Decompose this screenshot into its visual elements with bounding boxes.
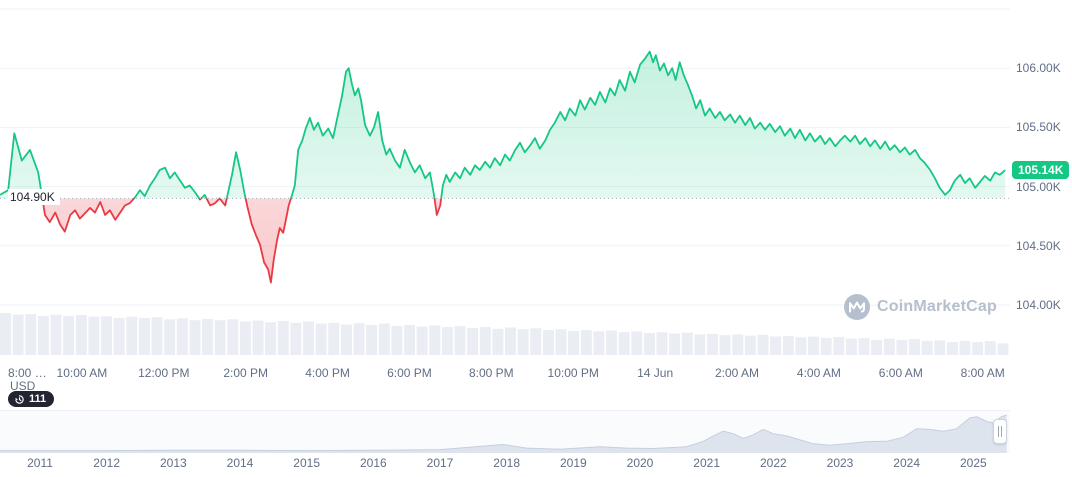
handle-grip-bar (998, 426, 999, 437)
y-axis-label: 104.00K (1016, 298, 1061, 312)
currency-toggle-button[interactable]: USD (10, 379, 36, 393)
handle-grip-bar (1001, 426, 1002, 437)
x-axis-label: 12:00 PM (138, 366, 190, 380)
x-axis-label: 6:00 AM (878, 366, 923, 380)
timeline-year-label[interactable]: 2022 (759, 456, 787, 470)
x-axis-label: 4:00 AM (796, 366, 841, 380)
x-axis-label: 8:00 AM (960, 366, 1005, 380)
history-icon (15, 394, 24, 404)
timeline-area (0, 415, 1007, 453)
timeline-year-label[interactable]: 2011 (27, 456, 53, 470)
history-count-badge[interactable]: 111 (8, 391, 55, 407)
time-axis: 8:00 … 10:00 AM 12:00 PM 2:00 PM 4:00 PM 6:00… (0, 366, 1010, 382)
timeline-year-label[interactable]: 2025 (959, 456, 987, 470)
price-area-negative (42, 198, 442, 283)
y-axis: 106.00K 105.50K 105.00K 104.50K 104.00K (1016, 0, 1072, 362)
timeline-year-label[interactable]: 2021 (693, 456, 721, 470)
timeline-year-label[interactable]: 2019 (559, 456, 587, 470)
x-axis-label: 2:00 PM (223, 366, 269, 380)
x-axis-label: 10:00 AM (56, 366, 108, 380)
price-area-positive (0, 51, 1006, 199)
timeline-year-label[interactable]: 2016 (359, 456, 387, 470)
x-axis-label: 2:00 AM (715, 366, 760, 380)
current-price-badge: 105.14K (1012, 161, 1070, 180)
y-axis-label: 105.00K (1016, 179, 1061, 194)
y-axis-label: 105.50K (1016, 120, 1061, 135)
timeline-year-label[interactable]: 2013 (159, 456, 187, 470)
x-axis-label: 14 Jun (637, 366, 674, 380)
timeline-sparkline (0, 414, 1007, 453)
y-axis-label: 106.00K (1016, 61, 1061, 76)
price-chart-canvas[interactable] (0, 0, 1010, 362)
coinmarketcap-watermark: CoinMarketCap (844, 294, 997, 320)
price-line-above-baseline (0, 50, 1006, 199)
timeline-year-label[interactable]: 2024 (893, 456, 921, 470)
timeline-range-selector[interactable] (0, 410, 1010, 453)
history-count: 111 (29, 393, 47, 405)
timeline-year-label[interactable]: 2023 (826, 456, 854, 470)
timeline-year-label[interactable]: 2014 (226, 456, 254, 470)
watermark-text: CoinMarketCap (877, 298, 997, 315)
volume-bars (0, 312, 1009, 356)
timeline-year-label[interactable]: 2015 (293, 456, 321, 470)
coinmarketcap-logo-icon (844, 294, 870, 320)
timeline-year-label[interactable]: 2020 (626, 456, 654, 470)
timeline-year-label[interactable]: 2017 (426, 456, 454, 470)
x-axis-label: 4:00 PM (305, 366, 350, 380)
timeline-year-label[interactable]: 2018 (493, 456, 521, 470)
x-axis-label: 8:00 PM (468, 366, 514, 380)
timeline-year-label[interactable]: 2012 (93, 456, 121, 470)
x-axis-label: 6:00 PM (387, 366, 432, 380)
baseline-price-label: 104.90K (8, 189, 60, 206)
x-axis-label: 10:00 PM (547, 366, 599, 380)
timeline-years: 2011 2012 2013 2014 2015 2016 2017 2018 2019 2020… (0, 456, 1010, 472)
y-axis-label: 104.50K (1016, 238, 1061, 253)
scrubber-handle[interactable] (993, 419, 1007, 444)
timeline-line (0, 414, 1007, 452)
x-axis-label: 8:00 … (8, 366, 47, 380)
